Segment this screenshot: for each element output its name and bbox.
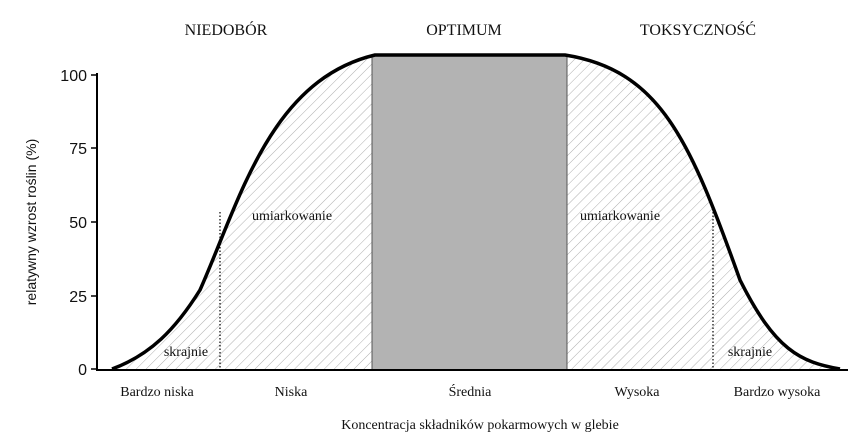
y-tick-label: 25 <box>69 289 87 306</box>
x-category-label: Średnia <box>449 383 493 400</box>
hatched-regions <box>112 55 840 369</box>
zone-title-deficiency: NIEDOBÓR <box>185 20 268 39</box>
x-category-label: Bardzo wysoka <box>734 385 821 400</box>
zone-title-optimum: OPTIMUM <box>426 22 502 39</box>
label-right-moderate: umiarkowanie <box>580 209 660 224</box>
y-tick-label: 0 <box>78 362 87 379</box>
label-left-extreme: skrajnie <box>164 345 208 360</box>
y-axis-title: relatywny wzrost roślin (%) <box>23 139 39 305</box>
y-tick-label: 50 <box>69 215 87 232</box>
y-ticks <box>91 74 97 370</box>
x-category-label: Wysoka <box>614 385 660 400</box>
x-category-label: Niska <box>275 385 308 400</box>
toxicity-hatch <box>567 55 840 369</box>
zone-title-toxicity: TOKSYCZNOŚĆ <box>640 20 756 39</box>
y-tick-label: 75 <box>69 141 87 158</box>
optimum-fill <box>372 55 567 369</box>
growth-curve <box>111 53 841 371</box>
x-category-label: Bardzo niska <box>120 385 194 400</box>
label-right-extreme: skrajnie <box>728 345 772 360</box>
x-axis-title: Koncentracja składników pokarmowych w gl… <box>341 418 619 433</box>
label-left-moderate: umiarkowanie <box>252 209 332 224</box>
y-tick-label: 100 <box>60 68 87 85</box>
